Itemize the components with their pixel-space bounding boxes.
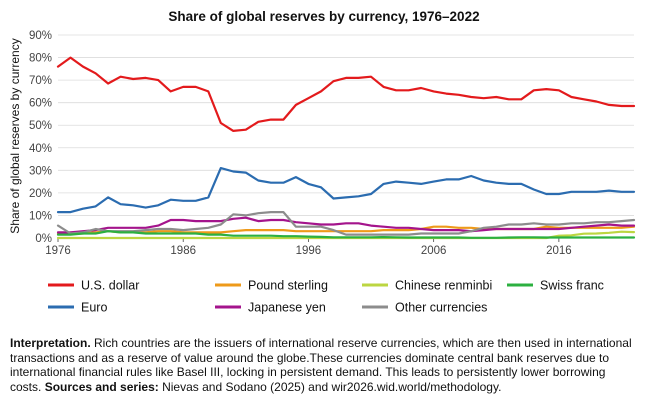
legend-label-chinese-renminbi: Chinese renminbi [395, 279, 492, 293]
y-tick-label: 70% [29, 75, 52, 87]
y-tick-label: 90% [29, 30, 52, 42]
x-tick-label: 1986 [170, 245, 196, 257]
y-tick-label: 0% [35, 233, 52, 245]
series-line-japanese-yen [56, 216, 636, 234]
x-axis-ticks: 1976 1986 1996 2006 2016 [45, 238, 572, 257]
legend: U.S. dollar Pound sterling Chinese renminb… [48, 279, 604, 315]
legend-label-u-s-dollar: U.S. dollar [81, 279, 139, 293]
interpretation-note: Interpretation. Rich countries are the i… [10, 336, 640, 394]
y-tick-label: 50% [29, 120, 52, 132]
series-line-u-s-dollar [56, 56, 636, 132]
interpretation-text: Rich countries are the issuers of intern… [10, 336, 632, 394]
x-tick-label: 1976 [45, 245, 71, 257]
chart: Share of global reserves by currency, 19… [8, 9, 636, 315]
y-tick-label: 20% [29, 188, 52, 200]
legend-label-pound-sterling: Pound sterling [248, 279, 328, 293]
y-tick-label: 40% [29, 143, 52, 155]
legend-label-euro: Euro [81, 301, 107, 315]
grid [58, 34, 634, 239]
sources-label: Sources and series: [44, 379, 159, 394]
chart-title: Share of global reserves by currency, 19… [168, 9, 479, 24]
y-tick-label: 80% [29, 53, 52, 65]
x-tick-label: 2016 [546, 245, 572, 257]
x-tick-label: 2006 [421, 245, 447, 257]
y-axis-label: Share of global reserves by currency [8, 38, 22, 233]
legend-label-japanese-yen: Japanese yen [248, 301, 326, 315]
y-tick-label: 60% [29, 98, 52, 110]
series-line-swiss-franc [56, 230, 636, 239]
x-tick-label: 1996 [296, 245, 322, 257]
series-line-euro [56, 167, 636, 214]
y-tick-label: 10% [29, 210, 52, 222]
y-axis-ticks: 0% 10% 20% 30% 40% 50% 60% 70% 80% 90% [29, 30, 52, 245]
y-tick-label: 30% [29, 165, 52, 177]
series-lines [56, 56, 636, 240]
series-line-other-currencies [56, 211, 636, 236]
legend-label-swiss-franc: Swiss franc [540, 279, 604, 293]
interpretation-label: Interpretation. [10, 336, 91, 350]
sources-text: Nievas and Sodano (2025) and wir2026.wid… [158, 379, 502, 394]
legend-label-other-currencies: Other currencies [395, 301, 487, 315]
